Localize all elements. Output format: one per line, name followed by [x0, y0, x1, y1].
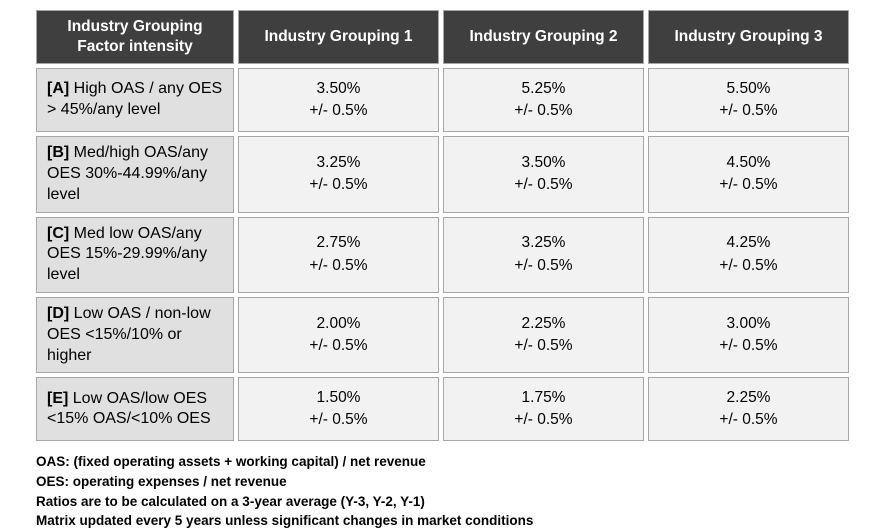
table-row-c: [C] Med low OAS/any OES 15%-29.99%/any l… — [36, 216, 849, 294]
header-row: Industry Grouping Factor intensity Indus… — [36, 10, 849, 65]
value-tolerance: +/- 0.5% — [514, 102, 573, 120]
value-tolerance: +/- 0.5% — [514, 176, 573, 194]
row-tag: [B] — [47, 144, 70, 162]
value-main: 3.25% — [316, 154, 361, 171]
row-label-text: High OAS / any OES > 45%/any level — [47, 80, 223, 119]
value-main: 2.25% — [726, 388, 771, 406]
factor-intensity-table: Industry Grouping Factor intensity Indus… — [32, 6, 853, 445]
row-label-d: [D] Low OAS / non-low OES <15%/10% or hi… — [36, 297, 234, 374]
value-cell-b3: 4.50% +/- 0.5% — [648, 136, 849, 213]
row-label-b: [B] Med/high OAS/any OES 30%-44.99%/any … — [36, 136, 234, 213]
value-cell-c2: 3.25% +/- 0.5% — [443, 216, 644, 294]
row-label-text: Med/high OAS/any OES 30%-44.99%/any leve… — [47, 144, 208, 203]
value-cell-e2: 1.75% +/- 0.5% — [443, 377, 644, 442]
value-cell-a3: 5.50% +/- 0.5% — [648, 68, 849, 133]
row-tag: [D] — [47, 305, 70, 323]
value-main: 1.50% — [316, 388, 361, 406]
value-main: 3.50% — [316, 79, 361, 97]
value-cell-c1: 2.75% +/- 0.5% — [238, 216, 439, 294]
value-tolerance: +/- 0.5% — [309, 256, 368, 274]
value-cell-a2: 5.25% +/- 0.5% — [443, 68, 644, 133]
value-tolerance: +/- 0.5% — [309, 102, 368, 120]
value-main: 4.50% — [726, 154, 771, 171]
value-tolerance: +/- 0.5% — [514, 256, 573, 274]
table-row-d: [D] Low OAS / non-low OES <15%/10% or hi… — [36, 297, 849, 374]
value-tolerance: +/- 0.5% — [719, 102, 778, 120]
header-cell-grouping-1: Industry Grouping 1 — [238, 10, 439, 65]
row-label-text: Med low OAS/any OES 15%-29.99%/any level — [47, 224, 208, 284]
value-cell-a1: 3.50% +/- 0.5% — [238, 68, 439, 133]
factor-intensity-matrix: Industry Grouping Factor intensity Indus… — [32, 6, 853, 445]
footnote-ratio-calculation: Ratios are to be calculated on a 3-year … — [36, 493, 425, 509]
value-cell-e3: 2.25% +/- 0.5% — [648, 377, 849, 442]
value-tolerance: +/- 0.5% — [514, 337, 573, 355]
footnote-oas-definition: OAS: (fixed operating assets + working c… — [36, 454, 426, 470]
footnote-matrix-update: Matrix updated every 5 years unless sign… — [36, 513, 534, 529]
value-cell-d2: 2.25% +/- 0.5% — [443, 297, 644, 374]
row-tag: [C] — [47, 224, 70, 242]
value-tolerance: +/- 0.5% — [719, 256, 778, 274]
row-label-e: [E] Low OAS/low OES <15% OAS/<10% OES — [36, 377, 234, 442]
header-cell-grouping-2: Industry Grouping 2 — [443, 10, 644, 65]
header-cell-grouping-3: Industry Grouping 3 — [648, 10, 849, 65]
value-main: 3.00% — [726, 314, 771, 332]
footnote-oes-definition: OES: operating expenses / net revenue — [36, 474, 287, 489]
value-main: 2.00% — [316, 314, 361, 332]
row-label-c: [C] Med low OAS/any OES 15%-29.99%/any l… — [36, 216, 234, 294]
value-main: 5.25% — [521, 79, 566, 97]
row-tag: [A] — [47, 80, 70, 98]
value-cell-e1: 1.50% +/- 0.5% — [238, 377, 439, 442]
value-main: 5.50% — [726, 79, 771, 97]
value-main: 4.25% — [726, 234, 771, 252]
value-tolerance: +/- 0.5% — [514, 411, 573, 429]
header-cell-factor-intensity: Industry Grouping Factor intensity — [36, 10, 234, 65]
table-row-a: [A] High OAS / any OES > 45%/any level 3… — [36, 68, 849, 133]
table-row-e: [E] Low OAS/low OES <15% OAS/<10% OES 1.… — [36, 377, 849, 442]
footnotes: OAS: (fixed operating assets + working c… — [36, 453, 885, 529]
value-main: 2.25% — [521, 314, 566, 332]
value-tolerance: +/- 0.5% — [719, 176, 778, 194]
value-main: 2.75% — [316, 234, 361, 252]
value-tolerance: +/- 0.5% — [719, 411, 778, 429]
value-main: 1.75% — [521, 388, 566, 406]
table-row-b: [B] Med/high OAS/any OES 30%-44.99%/any … — [36, 136, 849, 213]
value-tolerance: +/- 0.5% — [309, 411, 368, 429]
row-tag: [E] — [47, 389, 69, 407]
value-cell-d3: 3.00% +/- 0.5% — [648, 297, 849, 374]
value-cell-b1: 3.25% +/- 0.5% — [238, 136, 439, 213]
value-cell-b2: 3.50% +/- 0.5% — [443, 136, 644, 213]
row-label-a: [A] High OAS / any OES > 45%/any level — [36, 68, 234, 133]
value-tolerance: +/- 0.5% — [309, 176, 368, 194]
value-tolerance: +/- 0.5% — [309, 337, 368, 355]
value-cell-c3: 4.25% +/- 0.5% — [648, 216, 849, 294]
value-tolerance: +/- 0.5% — [719, 337, 778, 355]
row-label-text: Low OAS/low OES <15% OAS/<10% OES — [47, 389, 211, 428]
value-main: 3.50% — [521, 154, 566, 171]
value-cell-d1: 2.00% +/- 0.5% — [238, 297, 439, 374]
row-label-text: Low OAS / non-low OES <15%/10% or higher — [47, 305, 211, 364]
value-main: 3.25% — [521, 234, 566, 252]
